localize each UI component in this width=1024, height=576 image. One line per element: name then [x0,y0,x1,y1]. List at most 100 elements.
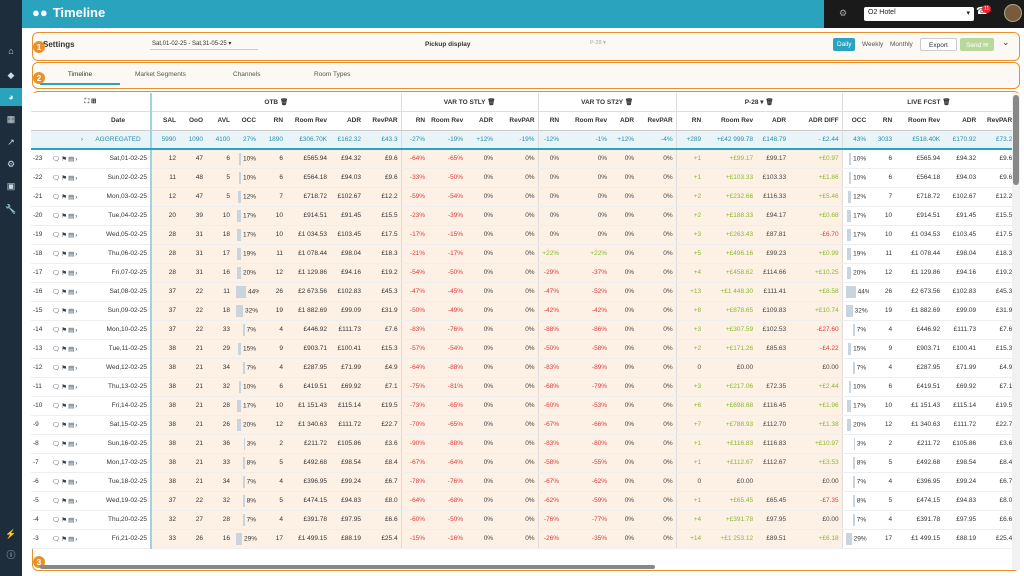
chevron-right-icon[interactable]: › [75,440,79,448]
horizontal-scrollbar[interactable] [35,565,1010,570]
bookmark-icon[interactable]: ⚑ [61,535,69,543]
chart-icon[interactable]: ▤ [68,364,76,372]
aggregated-row[interactable]: › AGGREGATED 5990 1090 4100 27% 1890 £306.70K £1… [31,130,1012,150]
col-header[interactable]: RN [675,111,705,131]
tab-market-segments[interactable]: Market Segments [135,71,186,78]
chart-icon[interactable]: ▤ [68,402,76,410]
comment-icon[interactable]: 🗨 [52,326,62,334]
table-icon[interactable]: ▦ [6,113,16,124]
col-header[interactable]: AVL [206,111,234,131]
chevron-right-icon[interactable]: › [75,497,79,505]
bookmark-icon[interactable]: ⚑ [61,174,69,182]
chart-icon[interactable]: ▤ [68,212,76,220]
timeline-nav-icon[interactable]: ◕ [0,88,22,106]
comment-icon[interactable]: 🗨 [52,155,62,163]
col-header[interactable]: Room Rev [562,111,611,131]
trend-icon[interactable]: ↗ [7,136,15,147]
col-header[interactable]: OCC [841,111,870,131]
bookmark-icon[interactable]: ⚑ [61,402,69,410]
chart-icon[interactable]: ▤ [68,421,76,429]
col-header[interactable]: OoO [179,111,207,131]
trash-icon[interactable]: 🗑 [624,98,634,106]
trash-icon[interactable]: 🗑 [279,98,289,106]
comment-icon[interactable]: 🗨 [52,440,62,448]
chart-icon[interactable]: ▤ [68,459,76,467]
table-row[interactable]: -14 🗨⚑▤› Mon,10-02-25 37 22 33 7% 4 £446.92 £111.… [31,320,1012,340]
chevron-right-icon[interactable]: › [75,155,79,163]
bookmark-icon[interactable]: ⚑ [61,250,69,258]
col-header[interactable]: Room Rev [428,111,467,131]
settings-gear-icon[interactable]: ⚙ [839,8,848,18]
chevron-right-icon[interactable]: › [75,174,79,182]
chart-icon[interactable]: ▤ [68,155,76,163]
col-header[interactable]: RevPAR [637,111,677,131]
table-row[interactable]: -8 🗨⚑▤› Sun,16-02-25 38 21 36 3% 2 £211.72 £105.8… [31,434,1012,454]
col-header[interactable]: RevPAR [496,111,539,131]
export-button[interactable]: Export [920,38,957,51]
bookmark-icon[interactable]: ⚑ [61,516,69,524]
table-row[interactable]: -18 🗨⚑▤› Thu,06-02-25 28 31 17 19% 11 £1 078.44 £… [31,244,1012,264]
chart-icon[interactable]: ▤ [68,288,76,296]
bookmark-icon[interactable]: ⚑ [61,421,69,429]
chevron-right-icon[interactable]: › [75,212,79,220]
bookmark-icon[interactable]: ⚑ [61,459,69,467]
chart-icon[interactable]: ▤ [68,516,76,524]
comment-icon[interactable]: 🗨 [52,364,62,372]
chevron-right-icon[interactable]: › [75,459,79,467]
comment-icon[interactable]: 🗨 [52,250,62,258]
group-pickup-label[interactable]: P-28 [744,98,759,106]
comment-icon[interactable]: 🗨 [52,174,62,182]
table-row[interactable]: -4 🗨⚑▤› Thu,20-02-25 32 27 28 7% 4 £391.78 £97.95… [31,510,1012,530]
chart-icon[interactable]: ▤ [68,250,76,258]
comment-icon[interactable]: 🗨 [52,212,62,220]
add-icon[interactable]: ⊞ [90,98,97,106]
bookmark-icon[interactable]: ⚑ [61,364,69,372]
vertical-scrollbar[interactable] [1012,93,1020,570]
col-header[interactable]: OCC [233,111,260,131]
bookmark-icon[interactable]: ⚑ [61,478,69,486]
chart-icon[interactable]: ▤ [68,440,76,448]
table-row[interactable]: -6 🗨⚑▤› Tue,18-02-25 38 21 34 7% 4 £396.95 £99.24… [31,472,1012,492]
table-row[interactable]: -22 🗨⚑▤› Sun,02-02-25 11 48 5 10% 6 £564.18 £94.0… [31,168,1012,188]
collapse-chevron-icon[interactable]: ⌄ [1002,37,1010,47]
avatar[interactable] [1004,4,1022,22]
bookmark-icon[interactable]: ⚑ [61,326,69,334]
comment-icon[interactable]: 🗨 [52,193,62,201]
chevron-right-icon[interactable]: › [75,535,79,543]
chevron-right-icon[interactable]: › [75,345,79,353]
chevron-right-icon[interactable]: › [75,250,79,258]
table-row[interactable]: -12 🗨⚑▤› Wed,12-02-25 38 21 34 7% 4 £287.95 £71.9… [31,358,1012,378]
table-row[interactable]: -23 🗨⚑▤› Sat,01-02-25 12 47 6 10% 6 £565.94 £94.3… [31,149,1012,169]
gear-nav-icon[interactable]: ⚙ [6,158,16,169]
comment-icon[interactable]: 🗨 [52,402,62,410]
chart-icon[interactable]: ▤ [68,231,76,239]
comment-icon[interactable]: 🗨 [52,459,62,467]
comment-icon[interactable]: 🗨 [52,383,62,391]
hotel-select[interactable]: O2 Hotel ▾ [864,7,974,21]
trash-icon[interactable]: 🗑 [765,98,774,106]
chevron-right-icon[interactable]: › [75,269,79,277]
col-header[interactable]: ADR [610,111,638,131]
plug-icon[interactable]: ⚡ [5,528,17,539]
col-header[interactable]: RN [869,111,896,131]
bookmark-icon[interactable]: ⚑ [61,383,69,391]
diamond-icon[interactable]: ◆ [7,69,15,80]
col-header[interactable]: Date [86,111,152,131]
chevron-right-icon[interactable]: › [75,402,79,410]
col-header[interactable]: ADR DIFF [789,111,843,131]
comment-icon[interactable]: 🗨 [52,478,62,486]
col-header[interactable]: SAL [150,111,180,131]
chevron-right-icon[interactable]: › [75,193,79,201]
bookmark-icon[interactable]: ⚑ [61,288,69,296]
table-row[interactable]: -5 🗨⚑▤› Wed,19-02-25 37 22 32 8% 5 £474.15 £94.83… [31,491,1012,511]
grid-icon[interactable]: ▣ [6,180,16,191]
comment-icon[interactable]: 🗨 [52,269,62,277]
daily-button[interactable]: Daily [833,38,856,51]
col-header[interactable]: ADR [330,111,365,131]
comment-icon[interactable]: 🗨 [52,421,62,429]
table-row[interactable]: -19 🗨⚑▤› Wed,05-02-25 28 31 18 17% 10 £1 034.53 £… [31,225,1012,245]
table-row[interactable]: -7 🗨⚑▤› Mon,17-02-25 38 21 33 8% 5 £492.68 £98.54… [31,453,1012,473]
table-row[interactable]: -3 🗨⚑▤› Fri,21-02-25 33 26 16 29% 17 £1 499.15 £8… [31,529,1012,549]
col-header[interactable]: RevPAR [979,111,1012,131]
